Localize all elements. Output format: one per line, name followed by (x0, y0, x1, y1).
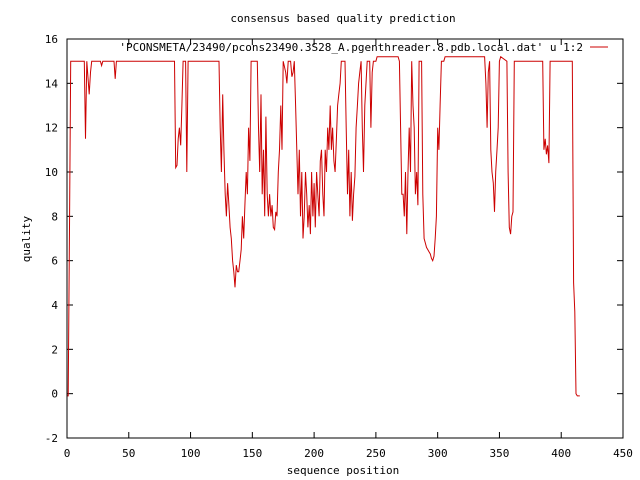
x-tick-label: 350 (490, 447, 510, 460)
y-tick-label: 12 (45, 122, 58, 135)
y-tick-label: 4 (51, 299, 58, 312)
legend: 'PCONSMETA/23490/pcons23490.3S28_A.pgent… (119, 41, 608, 54)
y-tick-label: 6 (51, 255, 58, 268)
y-tick-label: 2 (51, 343, 58, 356)
y-tick-label: 0 (51, 388, 58, 401)
x-tick-label: 400 (551, 447, 571, 460)
y-tick-label: 14 (45, 77, 59, 90)
y-tick-label: -2 (45, 432, 58, 445)
y-tick-label: 8 (51, 210, 58, 223)
x-tick-label: 300 (428, 447, 448, 460)
y-tick-label: 10 (45, 166, 58, 179)
x-tick-label: 150 (242, 447, 262, 460)
x-tick-label: 0 (64, 447, 71, 460)
plot-frame (66, 38, 624, 439)
x-tick-label: 250 (366, 447, 386, 460)
x-tick-label: 200 (304, 447, 324, 460)
series-line (67, 55, 580, 397)
y-tick-label: 16 (45, 33, 58, 46)
axis-ticks: 0 50 100 150 200 250 300 350 400 450 -2 0 2 4 6 8 10 12 14… (45, 33, 633, 460)
chart-title: consensus based quality prediction (230, 12, 455, 25)
legend-label: 'PCONSMETA/23490/pcons23490.3S28_A.pgent… (119, 41, 583, 54)
series-layer (67, 55, 580, 397)
x-tick-label: 50 (122, 447, 135, 460)
x-tick-label: 450 (613, 447, 633, 460)
x-axis-label: sequence position (287, 464, 400, 477)
y-axis-label: quality (20, 215, 33, 262)
x-tick-label: 100 (181, 447, 201, 460)
